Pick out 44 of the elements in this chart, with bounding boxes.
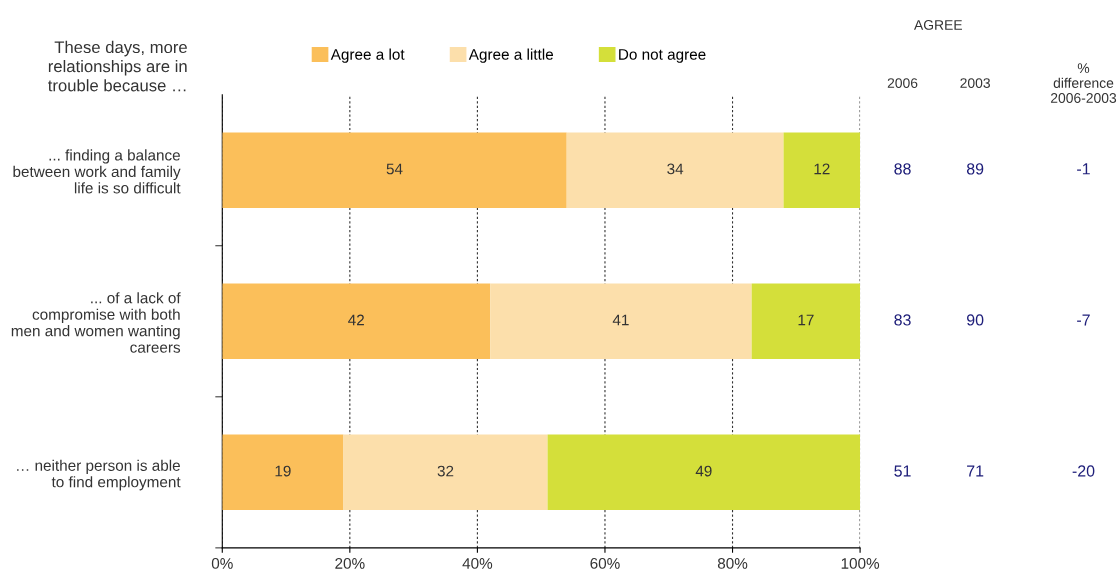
x-tick-label: 60% — [590, 558, 620, 569]
text: 89 — [966, 163, 984, 175]
text: % difference 2006-2003 — [1050, 63, 1117, 103]
chart-title: These days, more relationships are in trouble because … — [48, 40, 187, 92]
bar — [783, 132, 861, 208]
y-tick-label: ... finding a balance between work and family life is so difficult — [13, 149, 181, 194]
text: -7 — [1077, 314, 1090, 326]
bar — [222, 434, 344, 511]
text: 2006 — [887, 78, 918, 88]
data-label: 41 — [612, 314, 629, 326]
text: -1 — [1077, 163, 1090, 175]
bar — [490, 283, 752, 360]
text: 2003 — [960, 78, 990, 88]
data-label: 19 — [275, 465, 291, 477]
text: -20 — [1072, 465, 1095, 477]
data-label: 34 — [667, 163, 684, 175]
x-tick-label: 40% — [462, 558, 493, 569]
legend-label: Agree a little — [468, 48, 554, 63]
legend-label: Agree a lot — [330, 48, 405, 63]
data-label: 54 — [386, 163, 403, 175]
bar — [343, 434, 548, 511]
legend-label: Do not agree — [619, 49, 706, 63]
data-label: 32 — [437, 465, 454, 477]
data-label: 49 — [695, 465, 712, 477]
text: 88 — [894, 163, 911, 175]
x-tick-label: 20% — [335, 558, 365, 569]
y-tick-label: ... of a lack of compromise with both men and women wanting careers — [11, 292, 181, 353]
text: 90 — [967, 314, 984, 326]
bar — [751, 283, 861, 360]
bar — [547, 434, 861, 511]
y-tick-label: … neither person is able to find employment — [17, 459, 181, 491]
data-label: 12 — [814, 163, 830, 175]
x-tick-label: 0% — [211, 558, 233, 569]
text: 83 — [894, 314, 911, 326]
bar — [566, 132, 784, 208]
text: 71 — [967, 465, 984, 477]
x-tick-label: 100% — [841, 558, 880, 569]
bar — [222, 132, 567, 208]
data-label: 42 — [348, 314, 364, 326]
bar — [222, 283, 491, 360]
data-label: 17 — [798, 314, 814, 326]
x-tick-label: 80% — [717, 558, 748, 569]
text: AGREE — [914, 20, 962, 30]
text: 51 — [894, 465, 911, 477]
